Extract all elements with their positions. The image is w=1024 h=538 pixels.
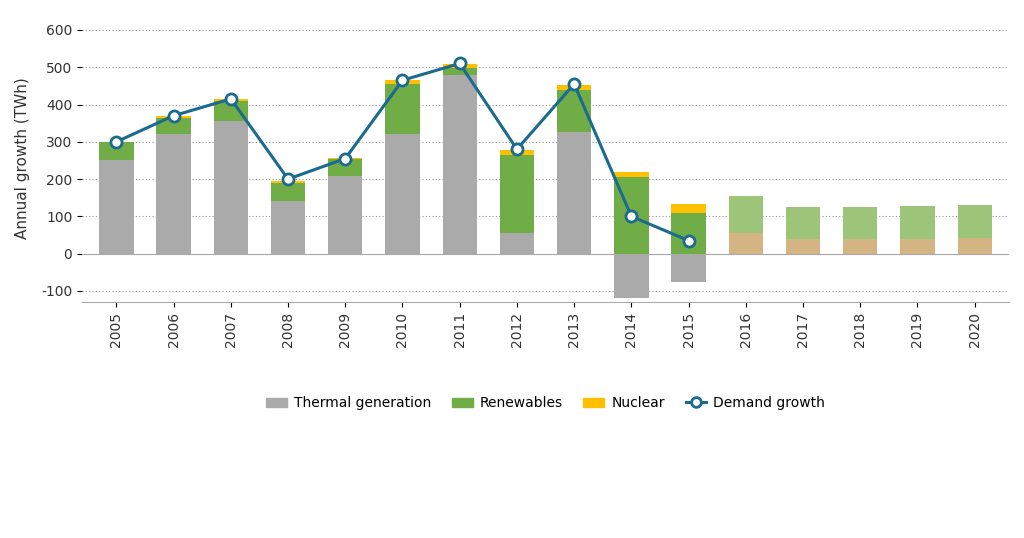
Bar xyxy=(557,90,591,132)
Bar xyxy=(99,142,133,160)
Bar xyxy=(900,206,935,239)
Bar xyxy=(385,134,420,254)
Y-axis label: Annual growth (TWh): Annual growth (TWh) xyxy=(15,77,30,239)
Bar xyxy=(157,134,190,254)
Bar xyxy=(442,64,477,68)
Bar xyxy=(214,121,248,254)
Bar xyxy=(614,172,648,177)
Legend: Thermal generation, Renewables, Nuclear, Demand growth: Thermal generation, Renewables, Nuclear,… xyxy=(260,391,830,416)
Bar xyxy=(614,177,648,254)
Bar xyxy=(328,159,362,176)
Bar xyxy=(500,155,535,233)
Bar xyxy=(328,176,362,254)
Bar xyxy=(672,213,706,254)
Bar xyxy=(271,183,305,201)
Bar xyxy=(672,254,706,282)
Bar xyxy=(385,84,420,134)
Bar xyxy=(614,254,648,299)
Bar xyxy=(214,101,248,121)
Bar xyxy=(729,233,763,254)
Bar xyxy=(557,132,591,254)
Bar xyxy=(785,207,820,239)
Bar xyxy=(785,239,820,254)
Bar xyxy=(843,207,878,239)
Bar xyxy=(442,75,477,254)
Bar xyxy=(214,99,248,101)
Bar xyxy=(900,239,935,254)
Bar xyxy=(157,116,190,118)
Bar xyxy=(385,80,420,84)
Bar xyxy=(843,239,878,254)
Bar xyxy=(957,205,992,238)
Bar xyxy=(557,85,591,90)
Bar xyxy=(271,181,305,183)
Bar xyxy=(99,160,133,254)
Bar xyxy=(500,151,535,155)
Bar xyxy=(672,204,706,213)
Bar xyxy=(157,118,190,134)
Bar xyxy=(442,68,477,75)
Bar xyxy=(729,196,763,233)
Bar xyxy=(328,158,362,159)
Bar xyxy=(957,238,992,254)
Bar xyxy=(500,233,535,254)
Bar xyxy=(271,201,305,254)
